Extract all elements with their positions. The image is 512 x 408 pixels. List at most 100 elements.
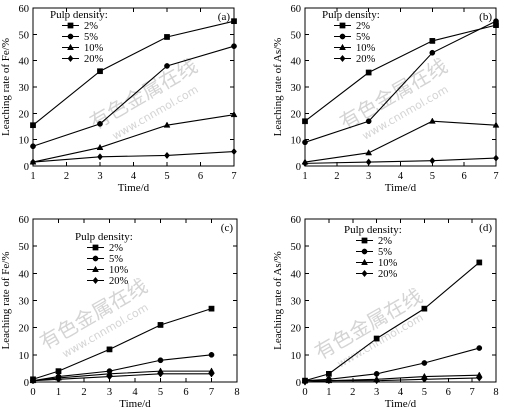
legend: Pulp density:2%5%10%20% [50,9,108,65]
legend-marker [67,22,74,29]
legend-entry-label: 10% [356,43,376,54]
series-line-5pct [32,45,235,147]
y-tick-label: 40 [291,57,302,68]
data-point-20pct [157,370,164,378]
legend-entry-label: 2% [378,236,392,247]
x-tick-label: 5 [158,387,163,398]
data-point-20pct [429,157,436,165]
legend-marker [92,265,99,272]
y-axis-title: Leaching rate of Fe/% [0,251,12,349]
data-point-5pct [231,43,237,50]
y-tick-label: 40 [19,269,30,280]
panel-label: (b) [479,11,492,23]
y-axis-title: Leaching rate of As/% [272,38,284,137]
data-point-5pct [208,351,215,358]
data-point-2pct [106,346,113,353]
x-tick-label: 3 [107,387,112,398]
series-line-20pct [304,157,497,164]
data-point-2pct [164,34,170,40]
x-tick-label: 1 [30,171,35,182]
x-axis-title: Time/d [385,398,417,408]
x-tick-label: 8 [493,387,498,398]
legend-entry-label: 10% [84,43,104,54]
legend-entry-label: 20% [378,269,398,280]
y-tick-label: 10 [291,136,302,147]
data-point-2pct [97,68,103,75]
x-tick-label: 6 [462,171,467,182]
y-tick-label: 10 [291,351,302,362]
x-tick-label: 6 [446,387,451,398]
legend-title: Pulp density: [344,224,402,236]
legend-entry-label: 20% [84,54,104,65]
data-point-5pct [493,18,499,25]
data-point-10pct [230,110,238,118]
legend-entry-label: 20% [109,276,129,287]
data-point-2pct [302,118,308,125]
y-tick-label: 30 [19,297,30,308]
legend-entry-label: 5% [109,254,123,265]
x-tick-label: 0 [30,387,35,398]
x-tick-label: 4 [398,387,404,398]
series-line-2pct [304,24,497,122]
data-point-20pct [231,147,237,156]
legend-marker [361,248,368,255]
y-axis-title: Leaching rate of As/% [272,251,284,350]
y-tick-label: 50 [291,242,302,253]
y-tick-label: 30 [19,83,30,94]
x-axis-title: Time/d [118,182,150,194]
data-point-20pct [30,158,36,166]
data-point-5pct [164,63,170,69]
legend-marker [92,276,99,285]
data-point-20pct [476,374,483,382]
data-point-20pct [421,375,428,383]
x-tick-label: 4 [398,171,404,182]
x-tick-label: 4 [131,171,137,182]
y-tick-label: 0 [296,162,301,173]
chart-panel-b: 1 2 3 4 5 6 7 0 10 20 30 40 50 60 Time/d Leaching rate … [272,4,500,194]
x-tick-label: 3 [97,171,102,182]
data-point-5pct [302,139,308,146]
data-point-10pct [365,149,373,156]
y-axis-title: Leaching rate of Fe/% [0,38,12,136]
legend-marker [92,255,99,262]
data-point-20pct [493,154,499,162]
panel-label: (c) [221,222,234,234]
x-axis-title: Time/d [119,398,151,408]
legend-marker [92,244,99,251]
x-tick-label: 0 [302,387,307,398]
legend-entry-label: 2% [109,243,123,254]
legend: Pulp density:2%5%10%20% [322,9,380,65]
y-tick-label: 60 [19,4,30,15]
y-tick-label: 0 [24,162,29,173]
data-point-2pct [476,259,483,266]
legend-entry-label: 10% [109,265,129,276]
legend-marker [361,258,368,265]
y-tick-label: 10 [19,136,30,147]
legend-entry-label: 5% [378,247,392,258]
x-tick-label: 1 [56,387,61,398]
series-line-5pct [304,20,497,143]
data-point-5pct [365,118,372,125]
legend-title: Pulp density: [75,231,133,243]
legend-entry-label: 10% [378,258,398,269]
y-tick-label: 50 [19,30,30,41]
legend-marker [339,22,346,29]
y-tick-label: 0 [24,378,29,389]
data-point-5pct [476,345,483,351]
chart-panel-d: 0 1 2 3 4 5 6 7 8 0 10 20 30 40 50 60 Time/d Leaching rat… [272,215,499,408]
x-tick-label: 7 [231,171,236,182]
legend-entry-label: 5% [356,32,370,43]
data-point-2pct [30,122,36,129]
data-point-5pct [157,357,164,364]
y-tick-label: 60 [19,215,30,226]
data-point-20pct [97,153,103,161]
data-point-10pct [492,121,500,128]
y-tick-label: 20 [19,324,30,335]
data-point-20pct [302,378,308,386]
data-point-10pct [96,143,104,151]
data-point-5pct [30,143,36,150]
legend-entry-label: 20% [356,54,376,65]
x-tick-label: 3 [366,171,371,182]
y-tick-label: 40 [291,269,302,280]
